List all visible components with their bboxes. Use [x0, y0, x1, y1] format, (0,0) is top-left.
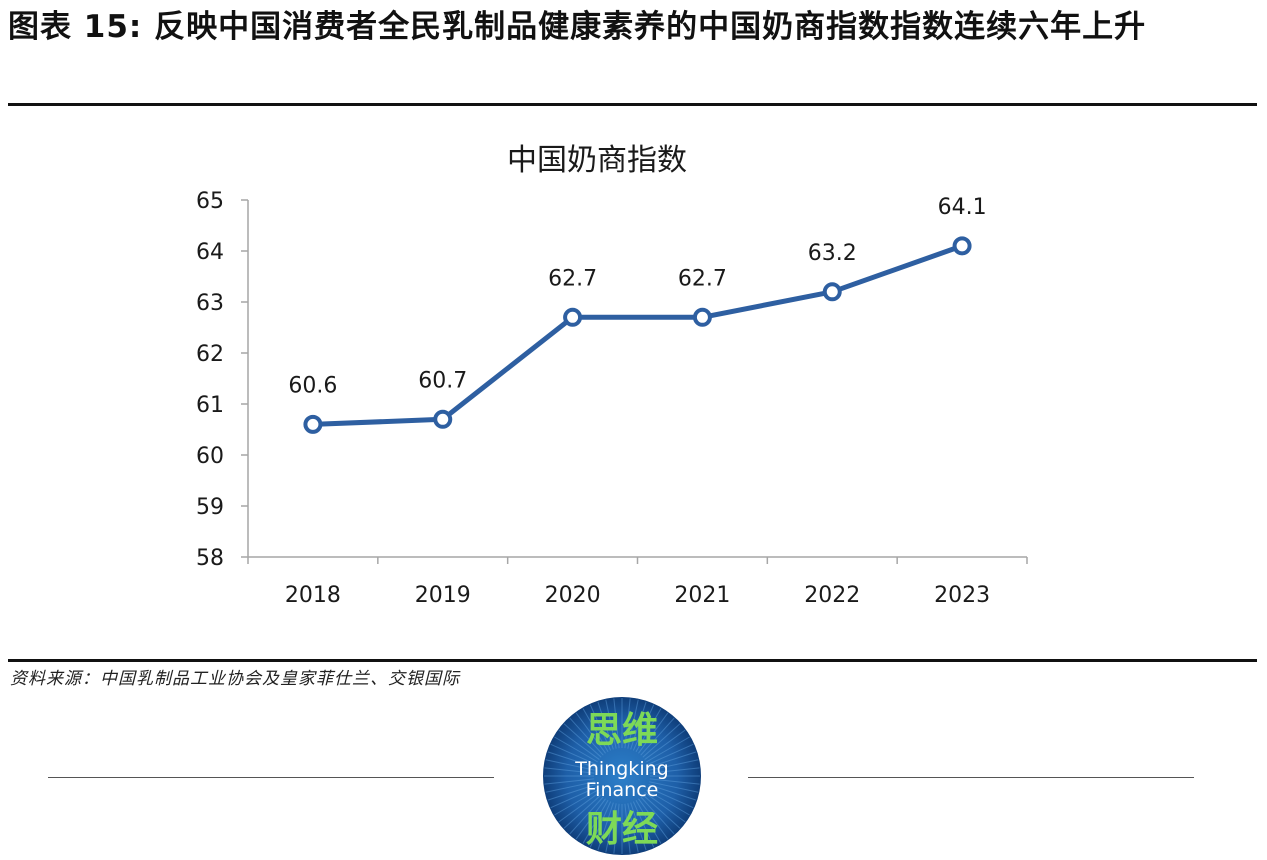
logo-text-line2: Finance	[586, 779, 659, 801]
logo-ray	[630, 701, 647, 750]
y-tick-label: 65	[196, 189, 224, 214]
logo-ray	[638, 798, 669, 840]
logo-ray	[644, 792, 686, 823]
chart-axes: 58 59 60 61 62 63 64 65 2018 2019 2020 2021 2022 2023	[196, 189, 1028, 608]
logo-ray	[547, 751, 596, 768]
y-tick-label: 62	[196, 342, 224, 367]
logo-ray	[648, 784, 697, 801]
logo-ray	[649, 781, 699, 793]
logo-ray	[563, 723, 602, 758]
data-point	[952, 236, 972, 256]
x-tick-label: 2020	[545, 583, 601, 608]
logo-ray	[605, 803, 617, 853]
logo-ray	[642, 794, 681, 829]
logo-ray	[563, 794, 602, 829]
logo-ray	[632, 704, 655, 751]
watermark-divider-right	[748, 777, 1194, 778]
logo-ray	[597, 701, 614, 750]
x-tick-label: 2021	[674, 583, 730, 608]
logo-ray	[569, 796, 604, 835]
x-tick-label: 2019	[415, 583, 471, 608]
logo-ray	[547, 784, 596, 801]
y-tick-label: 64	[196, 240, 224, 265]
logo-ray	[627, 699, 639, 749]
logo-ray	[630, 802, 647, 851]
data-labels: 60.6 60.7 62.7 62.7 63.2 64.1	[288, 195, 986, 399]
logo-ray	[627, 803, 639, 853]
y-tick-label: 59	[196, 495, 224, 520]
logo-ray	[550, 786, 597, 809]
logo-ray	[624, 803, 631, 854]
logo-ray	[644, 729, 686, 760]
bottom-rule	[8, 659, 1257, 662]
series-line	[303, 236, 972, 434]
source-note: 资料来源：中国乳制品工业协会及皇家菲仕兰、交银国际	[10, 669, 460, 689]
logo-ray	[635, 799, 662, 844]
logo-ray	[640, 717, 675, 756]
logo-ray	[613, 803, 620, 854]
data-point	[303, 414, 323, 434]
logo-ray	[589, 801, 612, 848]
logo-ray	[589, 704, 612, 751]
logo-ray	[645, 736, 690, 763]
y-tick-label: 58	[196, 546, 224, 571]
logo-ray	[635, 708, 662, 753]
logo-ray	[558, 729, 600, 760]
logo-ray	[638, 712, 669, 754]
data-label: 60.7	[418, 368, 467, 393]
logo-ray	[649, 767, 700, 774]
logo-ray	[649, 759, 699, 771]
y-tick-label: 60	[196, 444, 224, 469]
y-tick-label: 63	[196, 291, 224, 316]
logo-ray	[647, 743, 694, 766]
logo-ray	[554, 789, 599, 816]
line-chart: 中国奶商指数 58 59 60 61 62 63 64 65 2018 2019 2020 2021 2…	[196, 143, 1028, 608]
x-tick-label: 2022	[804, 583, 860, 608]
logo-top-text: 思维	[586, 710, 658, 751]
data-point	[563, 307, 583, 327]
logo-ray	[597, 802, 614, 851]
x-tick-label: 2018	[285, 583, 341, 608]
data-label: 62.7	[548, 266, 597, 291]
logo-ray	[632, 801, 655, 848]
thinking-finance-logo: 思维 Thingking Finance 财经	[543, 697, 701, 855]
logo-ray	[545, 759, 595, 771]
logo-ray	[545, 781, 595, 793]
logo-ray	[648, 751, 697, 768]
logo-ray	[582, 799, 609, 844]
top-rule	[8, 103, 1257, 106]
logo-ray	[575, 712, 606, 754]
logo-ray	[575, 798, 606, 840]
data-label: 64.1	[938, 195, 987, 220]
logo-ray	[550, 743, 597, 766]
logo-ray	[569, 717, 604, 756]
data-point	[433, 409, 453, 429]
data-label: 63.2	[808, 241, 857, 266]
data-point	[692, 307, 712, 327]
logo-ray	[640, 796, 675, 835]
logo-bottom-text: 财经	[586, 809, 658, 850]
logo-ray	[605, 699, 617, 749]
logo-ray	[558, 792, 600, 823]
logo-ray	[613, 698, 620, 749]
data-label: 62.7	[678, 266, 727, 291]
x-tick-label: 2023	[934, 583, 990, 608]
series-polyline	[312, 243, 963, 427]
logo-ray	[582, 708, 609, 753]
logo-ray	[624, 698, 631, 749]
logo-ray	[544, 778, 595, 785]
watermark-divider-left	[48, 777, 494, 778]
logo-ray	[642, 723, 681, 758]
logo-ray	[649, 778, 700, 785]
chart-title: 中国奶商指数	[507, 143, 687, 178]
logo-text-line1: Thingking	[574, 758, 668, 780]
logo-ray	[544, 767, 595, 774]
y-tick-label: 61	[196, 393, 224, 418]
figure-title: 图表 15: 反映中国消费者全民乳制品健康素养的中国奶商指数指数连续六年上升	[8, 9, 1147, 45]
data-label: 60.6	[288, 373, 337, 398]
logo-ray	[647, 786, 694, 809]
data-point	[822, 282, 842, 302]
logo-ray	[554, 736, 599, 763]
logo-ray	[645, 789, 690, 816]
